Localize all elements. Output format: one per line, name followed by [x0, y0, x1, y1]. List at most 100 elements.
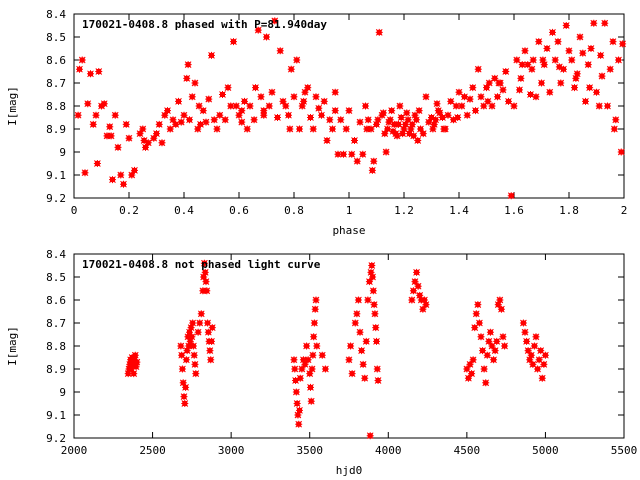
data-point-cross — [422, 93, 430, 101]
data-point — [416, 291, 424, 299]
data-point — [502, 68, 510, 75]
data-point — [358, 347, 366, 355]
data-point — [518, 61, 526, 69]
data-point — [447, 97, 455, 105]
x-tick-label: 0.8 — [284, 204, 304, 217]
data-point — [257, 93, 265, 101]
data-point-cross — [298, 365, 306, 373]
data-point — [208, 51, 215, 59]
data-point — [601, 19, 609, 27]
data-point-cross — [197, 120, 204, 128]
data-point-cross — [571, 84, 578, 92]
data-point-cross — [309, 125, 317, 133]
data-point-cross — [532, 333, 540, 341]
data-point — [374, 116, 382, 124]
data-point — [342, 125, 350, 133]
data-point — [384, 125, 391, 133]
data-point-cross — [303, 342, 311, 350]
data-point — [127, 365, 135, 373]
data-point — [396, 102, 404, 110]
data-point — [260, 107, 268, 115]
data-point — [469, 356, 477, 364]
data-point-cross — [81, 169, 89, 177]
data-point — [532, 333, 540, 341]
data-point-cross — [464, 374, 472, 382]
data-point — [294, 411, 302, 419]
data-point-cross — [417, 125, 424, 133]
data-point — [326, 116, 334, 124]
data-point-cross — [619, 40, 627, 48]
x-tick-label: 0.4 — [174, 204, 194, 217]
data-point-cross — [279, 97, 287, 105]
data-point — [410, 132, 418, 140]
data-point-cross — [521, 47, 529, 55]
data-point-cross — [178, 351, 186, 359]
data-point — [455, 88, 463, 96]
data-point — [359, 150, 367, 158]
data-point — [488, 342, 496, 350]
data-point — [356, 328, 364, 336]
data-point-cross — [375, 28, 383, 36]
data-point-cross — [521, 328, 529, 336]
data-point-cross — [450, 116, 457, 124]
data-point-cross — [555, 63, 563, 71]
data-point-cross — [410, 132, 418, 140]
data-point — [200, 259, 208, 267]
data-point — [136, 130, 144, 138]
data-point — [196, 319, 204, 327]
data-point — [475, 319, 483, 327]
data-point-cross — [345, 356, 353, 364]
data-point-cross — [541, 351, 549, 359]
x-tick-label: 0.2 — [119, 204, 139, 217]
data-point-cross — [140, 137, 148, 144]
data-point — [175, 97, 182, 105]
data-point — [194, 328, 202, 336]
data-point — [612, 116, 620, 124]
data-point-cross — [312, 93, 320, 101]
data-point — [461, 93, 468, 101]
data-point — [219, 91, 226, 98]
data-point — [182, 356, 190, 364]
data-point — [182, 383, 190, 391]
data-point — [419, 130, 427, 138]
data-point-cross — [186, 328, 193, 336]
data-point-cross — [291, 365, 299, 373]
data-point-cross — [516, 86, 523, 94]
data-point — [279, 97, 287, 105]
data-point-cross — [93, 160, 101, 167]
data-point — [334, 150, 342, 158]
data-point-cross — [480, 365, 488, 373]
data-point — [560, 65, 567, 73]
data-point — [200, 273, 208, 281]
data-point — [216, 111, 224, 119]
data-point-cross — [572, 74, 580, 82]
data-point — [430, 120, 438, 128]
data-point-cross — [276, 47, 284, 55]
data-point — [535, 38, 543, 46]
data-point — [100, 100, 108, 108]
data-point-cross — [312, 296, 320, 304]
x-tick-label: 1.8 — [559, 204, 579, 217]
unphased-x-axis-label: hjd0 — [336, 464, 363, 477]
data-point — [208, 337, 215, 345]
data-point — [368, 166, 376, 174]
y-tick-label: 8.9 — [46, 123, 66, 136]
data-point-cross — [546, 88, 554, 96]
data-point — [364, 296, 372, 304]
data-point-cross — [528, 65, 536, 73]
data-point — [557, 79, 565, 87]
data-point-cross — [260, 111, 268, 119]
data-point-cross — [432, 116, 440, 124]
data-point — [507, 192, 515, 200]
data-point-cross — [301, 88, 309, 96]
data-point-cross — [203, 287, 211, 295]
data-point — [292, 377, 300, 384]
x-tick-label: 2 — [621, 204, 628, 217]
data-point — [353, 157, 361, 165]
data-point — [181, 400, 189, 407]
data-point — [122, 120, 130, 128]
data-point — [496, 296, 504, 304]
data-point-cross — [362, 102, 369, 110]
data-point — [606, 65, 614, 73]
data-point — [587, 45, 595, 52]
